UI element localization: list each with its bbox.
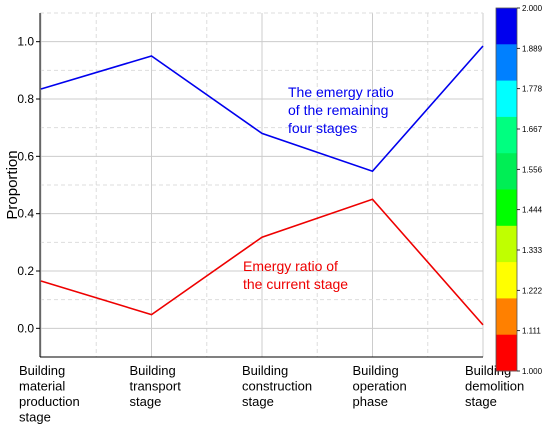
y-tick-label: 0.6: [17, 149, 34, 163]
annotation-text-2: Emergy ratio of the current stage: [243, 258, 348, 292]
y-tick-label: 0.4: [17, 207, 34, 221]
x-category-label: Building transport stage: [130, 363, 182, 409]
x-category-label: Building construction stage: [242, 363, 312, 409]
colorbar-segment: [496, 298, 517, 336]
colorbar-label: 1.667: [522, 125, 543, 134]
colorbar: 2.000 1.889 1.778 1.667 1.556 1.444 1.333 1.222…: [495, 4, 543, 376]
grid-lines: [40, 12, 484, 358]
series-line-2: [40, 198, 484, 326]
colorbar-label: 1.000: [522, 367, 543, 376]
x-category-label: Building operation phase: [353, 363, 407, 409]
colorbar-segment: [496, 153, 517, 190]
annotations: The emergy ratio of the remaining four sta…: [243, 84, 394, 292]
y-tick-label: 1.0: [17, 35, 34, 49]
colorbar-segment: [496, 80, 517, 118]
colorbar-label: 1.111: [522, 327, 541, 336]
colorbar-segment: [496, 8, 517, 45]
colorbar-segment: [496, 225, 517, 263]
colorbar-segment: [496, 189, 517, 227]
colorbar-label: 1.556: [522, 165, 543, 174]
x-category-label: Building material production stage: [19, 363, 80, 425]
y-tick-labels: 0.0 0.2 0.4 0.6 0.8 1.0: [17, 35, 40, 335]
colorbar-label: 2.000: [522, 4, 543, 13]
colorbar-label: 1.333: [522, 246, 543, 255]
colorbar-segment: [496, 262, 517, 299]
colorbar-label: 1.444: [522, 206, 543, 215]
colorbar-label: 1.778: [522, 85, 543, 94]
y-tick-label: 0.2: [17, 264, 34, 278]
colorbar-label: 1.222: [522, 286, 543, 295]
axes: [39, 13, 483, 358]
annotation-text-1: The emergy ratio of the remaining four sta…: [288, 84, 394, 136]
y-tick-label: 0.8: [17, 92, 34, 106]
colorbar-segment: [496, 334, 517, 372]
colorbar-border: [495, 7, 518, 372]
series-layer: [40, 45, 484, 326]
y-axis-title: Proportion: [4, 150, 21, 219]
x-category-labels: Building material production stage Building t…: [19, 363, 524, 425]
colorbar-label: 1.889: [522, 44, 543, 53]
y-tick-label: 0.0: [17, 321, 34, 335]
colorbar-segment: [496, 44, 517, 82]
colorbar-segment: [496, 116, 517, 154]
